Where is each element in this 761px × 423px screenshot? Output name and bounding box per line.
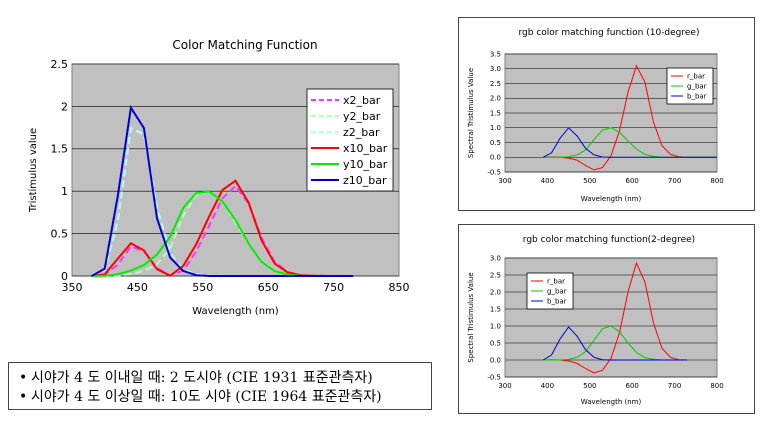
note-line: • 시야가 4 도 이상일 때: 10도 시야 (CIE 1964 표준관측자) (19, 388, 423, 407)
y-axis-label: Spectral Tristimulus Value (467, 68, 475, 158)
y-tick-label: 0.5 (490, 339, 501, 347)
legend-label-r_bar: r_bar (687, 72, 705, 80)
legend-box (306, 88, 394, 192)
y-tick-label: 1.5 (51, 143, 69, 156)
y-tick-label: 2.5 (490, 80, 501, 88)
x-tick-label: 600 (626, 177, 639, 185)
rgb-2-degree-panel: rgb color matching function(2-degree) -0.… (458, 224, 755, 414)
rgb-2-degree-chart: rgb color matching function(2-degree) -0.… (467, 235, 724, 406)
y-tick-label: -0.5 (487, 168, 501, 176)
legend-label-z10_bar: z10_bar (343, 174, 387, 187)
legend-label-y2_bar: y2_bar (343, 110, 381, 123)
y-tick-label: -0.5 (487, 373, 501, 381)
y-tick-label: 0.5 (51, 227, 69, 240)
x-tick-label: 300 (498, 382, 511, 390)
y-tick-label: 2.5 (51, 58, 69, 71)
y-tick-label: 3.5 (490, 50, 501, 58)
y-tick-label: 1.0 (490, 322, 501, 330)
series-line-r_bar (543, 261, 688, 374)
legend-label-b_bar: b_bar (547, 297, 567, 305)
chart-title: rgb color matching function(2-degree) (523, 235, 695, 245)
y-axis-label: Spectral Tristimulus Value (467, 272, 475, 362)
y-tick-label: 2 (61, 100, 68, 113)
y-tick-label: 1.5 (490, 109, 501, 117)
note-text: 시야가 4 도 이상일 때: 10도 시야 (CIE 1964 표준관측자) (31, 389, 382, 405)
chart-title: Color Matching Function (172, 38, 317, 52)
x-tick-label: 850 (389, 281, 410, 294)
rgb-10-degree-panel: rgb color matching function (10-degree) -… (458, 17, 755, 211)
x-tick-label: 500 (583, 177, 596, 185)
y-tick-label: 1.5 (490, 305, 501, 313)
x-tick-label: 350 (62, 281, 83, 294)
y-tick-label: 0.0 (490, 356, 501, 364)
x-axis-label: Wavelength (nm) (192, 306, 278, 317)
x-axis-label: Wavelength (nm) (581, 398, 642, 406)
x-tick-label: 600 (626, 382, 639, 390)
x-tick-label: 550 (192, 281, 213, 294)
x-tick-label: 700 (668, 177, 681, 185)
legend-label-r_bar: r_bar (547, 277, 565, 285)
x-tick-label: 800 (710, 382, 723, 390)
notes-box: • 시야가 4 도 이내일 때: 2 도시야 (CIE 1931 표준관측자) •… (8, 362, 432, 410)
series-line-b_bar (542, 326, 688, 361)
note-line: • 시야가 4 도 이내일 때: 2 도시야 (CIE 1931 표준관측자) (19, 369, 423, 388)
x-tick-label: 750 (323, 281, 344, 294)
y-tick-label: 1.0 (490, 124, 501, 132)
note-text: 시야가 4 도 이내일 때: 2 도시야 (CIE 1931 표준관측자) (31, 370, 373, 386)
y-tick-label: 2.0 (490, 288, 501, 296)
y-axis-label: Tristimulus value (28, 128, 39, 213)
y-tick-label: 2.5 (490, 271, 501, 279)
x-tick-label: 500 (583, 382, 596, 390)
legend-label-g_bar: g_bar (547, 287, 567, 295)
x-tick-label: 450 (127, 281, 148, 294)
series-line-z10_bar (91, 104, 354, 277)
series-line-b_bar (542, 127, 717, 158)
x-tick-label: 700 (668, 382, 681, 390)
legend-label-x10_bar: x10_bar (343, 142, 388, 155)
legend-label-b_bar: b_bar (687, 92, 707, 100)
y-tick-label: 0.0 (490, 154, 501, 162)
y-tick-label: 0.5 (490, 139, 501, 147)
y-tick-label: 0 (61, 270, 68, 283)
main-chart-panel: Color Matching Function 0 0.5 1 1.5 2 2.5 350 45… (0, 0, 420, 330)
y-tick-label: 3.0 (490, 254, 501, 262)
x-axis-label: Wavelength (nm) (581, 195, 642, 203)
x-tick-label: 300 (498, 177, 511, 185)
chart-title: rgb color matching function (10-degree) (519, 28, 700, 38)
legend-label-z2_bar: z2_bar (343, 126, 380, 139)
y-tick-label: 3.0 (490, 65, 501, 73)
bullet-icon: • (19, 370, 28, 386)
main-chart: Color Matching Function 0 0.5 1 1.5 2 2.5 350 45… (28, 38, 410, 317)
x-tick-label: 400 (541, 177, 554, 185)
x-tick-label: 400 (541, 382, 554, 390)
x-tick-label: 650 (258, 281, 279, 294)
y-tick-label: 2.0 (490, 95, 501, 103)
legend-label-x2_bar: x2_bar (343, 94, 381, 107)
y-tick-label: 1 (61, 185, 68, 198)
legend-label-y10_bar: y10_bar (343, 158, 388, 171)
legend-label-g_bar: g_bar (687, 82, 707, 90)
rgb-10-degree-chart: rgb color matching function (10-degree) -… (467, 28, 724, 203)
x-tick-label: 800 (710, 177, 723, 185)
bullet-icon: • (19, 389, 28, 405)
